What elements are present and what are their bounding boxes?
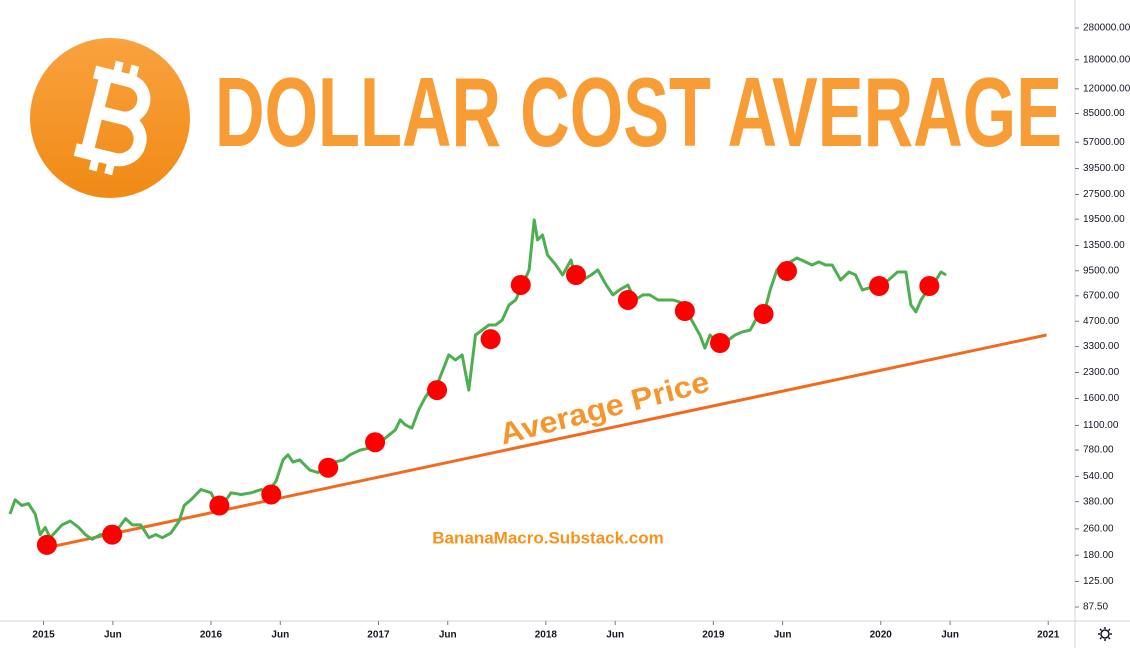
y-tick-label: 4700.00	[1083, 316, 1120, 327]
y-tick-label: 87.50	[1083, 602, 1108, 613]
y-tick-label: 19500.00	[1083, 214, 1125, 225]
settings-icon[interactable]	[1098, 627, 1112, 641]
y-tick-label: 3300.00	[1083, 341, 1120, 352]
x-tick-label: Jun	[941, 630, 959, 641]
buy-point	[102, 524, 123, 545]
y-tick-label: 13500.00	[1083, 240, 1125, 251]
y-tick-label: 125.00	[1083, 576, 1114, 587]
buy-point	[36, 534, 57, 555]
x-tick-label: 2021	[1037, 630, 1060, 641]
y-tick-label: 2300.00	[1083, 367, 1120, 378]
y-tick-label: 6700.00	[1083, 290, 1120, 301]
buy-point	[209, 495, 230, 516]
x-tick-label: 2017	[367, 630, 390, 641]
buy-point	[674, 301, 695, 322]
logo-symbol	[73, 60, 151, 176]
bitcoin-logo	[30, 38, 190, 198]
y-tick-label: 380.00	[1083, 496, 1114, 507]
y-tick-label: 540.00	[1083, 471, 1114, 482]
y-tick-label: 27500.00	[1083, 189, 1125, 200]
buy-point	[710, 332, 731, 353]
annotation: BananaMacro.Substack.com	[432, 528, 663, 547]
buy-point	[427, 380, 448, 401]
plot	[8, 218, 1047, 555]
y-tick-label: 180000.00	[1083, 54, 1130, 65]
buy-point	[869, 276, 890, 297]
x-tick-label: Jun	[104, 630, 122, 641]
y-tick-label: 1600.00	[1083, 393, 1120, 404]
x-tick-label: 2015	[32, 630, 55, 641]
y-tick-label: 85000.00	[1083, 108, 1125, 119]
y-tick-label: 9500.00	[1083, 265, 1120, 276]
y-tick-label: 280000.00	[1083, 23, 1130, 34]
buy-point	[617, 289, 638, 310]
buy-point	[510, 274, 531, 295]
buy-point	[365, 432, 386, 453]
x-tick-label: 2018	[535, 630, 558, 641]
buy-point	[753, 303, 774, 324]
y-tick-label: 120000.00	[1083, 83, 1130, 94]
x-tick-label: Jun	[271, 630, 289, 641]
y-tick-label: 57000.00	[1083, 137, 1125, 148]
buy-point	[919, 276, 940, 297]
buy-point	[318, 457, 339, 478]
buy-point	[566, 265, 587, 286]
y-tick-label: 180.00	[1083, 550, 1114, 561]
price-line	[8, 218, 947, 541]
buy-point	[261, 484, 282, 505]
buy-point	[480, 329, 501, 350]
x-tick-label: Jun	[606, 630, 624, 641]
chart-title: DOLLAR COST AVERAGE	[215, 57, 1062, 167]
buy-point	[776, 261, 797, 282]
x-tick-label: 2020	[870, 630, 893, 641]
y-tick-label: 780.00	[1083, 445, 1114, 456]
y-tick-label: 260.00	[1083, 524, 1114, 535]
y-tick-label: 39500.00	[1083, 163, 1125, 174]
x-tick-label: 2019	[702, 630, 725, 641]
y-tick-label: 1100.00	[1083, 420, 1119, 431]
x-tick-label: 2016	[200, 630, 223, 641]
x-tick-label: Jun	[439, 630, 457, 641]
x-tick-label: Jun	[774, 630, 792, 641]
